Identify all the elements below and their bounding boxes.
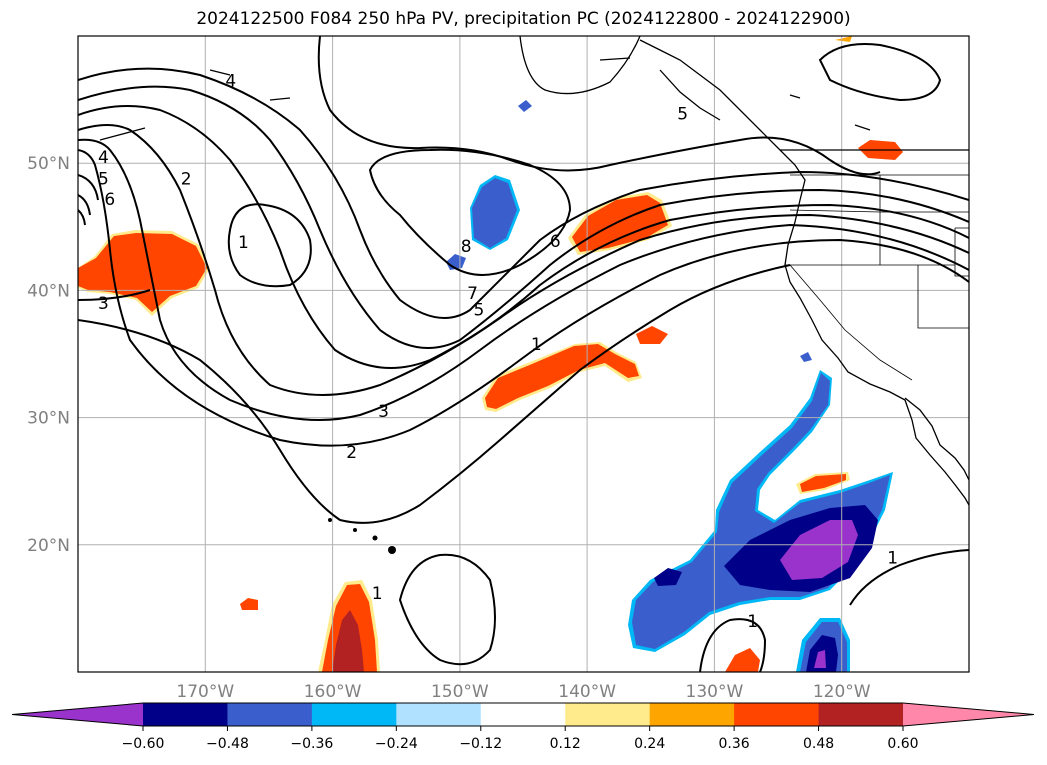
colorbar-segment	[396, 703, 482, 726]
colorbar-extend-low	[12, 703, 143, 726]
contour-label: 4	[225, 72, 236, 92]
latitude-tick-label: 20°N	[27, 536, 70, 556]
contour-label: 5	[677, 105, 688, 125]
colorbar-tick-label: 0.24	[634, 736, 665, 752]
colorbar-tick-label: 0.36	[719, 736, 750, 752]
colorbar-segment	[565, 703, 651, 726]
colorbar-segment	[143, 703, 228, 726]
contour-label: 4	[98, 148, 109, 168]
colorbar-tick-label: 0.12	[550, 736, 581, 752]
contour-label: 1	[238, 233, 249, 253]
contour-label: 2	[181, 169, 192, 189]
longitude-tick-label: 150°W	[431, 682, 489, 702]
longitude-tick-label: 140°W	[558, 682, 616, 702]
contour-label: 3	[378, 402, 389, 422]
latitude-tick-labels: 50°N 40°N 30°N 20°N	[27, 154, 70, 556]
colorbar-tick-label: 0.48	[803, 736, 834, 752]
graticule	[78, 36, 969, 672]
map-frame	[77, 35, 970, 673]
colorbar-segment	[311, 703, 397, 726]
contour-label: 1	[887, 549, 898, 569]
contour-label: 3	[98, 294, 109, 314]
state-borders	[785, 174, 969, 381]
contour-label: 6	[550, 232, 561, 252]
map-title: 2024122500 F084 250 hPa PV, precipitatio…	[196, 9, 851, 29]
latitude-tick-label: 50°N	[27, 154, 70, 174]
hawaiian-islands	[328, 518, 396, 554]
latitude-tick-label: 30°N	[27, 409, 70, 429]
colorbar-tick-label: −0.12	[459, 736, 502, 752]
contour-label: 6	[104, 190, 115, 210]
colorbar-tick-label: 0.60	[887, 736, 918, 752]
colorbar-segment	[227, 703, 313, 726]
contour-label: 1	[531, 335, 542, 355]
contour-label: 5	[98, 169, 109, 189]
precip-negative-areas	[446, 100, 893, 672]
latitude-tick-label: 40°N	[27, 281, 70, 301]
longitude-tick-label: 120°W	[813, 682, 871, 702]
contour-label: 1	[372, 584, 383, 604]
colorbar-segment	[480, 703, 566, 726]
coastlines	[99, 36, 969, 506]
colorbar-extend-high	[903, 703, 1034, 726]
colorbar-tick-label: −0.48	[206, 736, 249, 752]
colorbar-tick-label: −0.60	[122, 736, 165, 752]
colorbar-segment	[734, 703, 820, 726]
colorbar-tick-label: −0.24	[375, 736, 418, 752]
colorbar-segment	[649, 703, 735, 726]
longitude-tick-label: 160°W	[304, 682, 362, 702]
longitude-tick-label: 130°W	[686, 682, 744, 702]
colorbar: −0.60 −0.48 −0.36 −0.24 −0.12 0.12 0.24 0.36 0.4…	[11, 702, 1035, 752]
longitude-tick-label: 170°W	[176, 682, 234, 702]
longitude-tick-labels: 170°W 160°W 150°W 140°W 130°W 120°W	[176, 682, 870, 702]
pv-contours	[78, 36, 969, 672]
contour-label: 5	[474, 300, 485, 320]
contour-label: 8	[461, 237, 472, 257]
colorbar-tick-label: −0.36	[290, 736, 333, 752]
colorbar-segment	[818, 703, 904, 726]
contour-label: 1	[747, 612, 758, 632]
contour-label: 7	[467, 284, 478, 304]
contour-label: 2	[346, 443, 357, 463]
